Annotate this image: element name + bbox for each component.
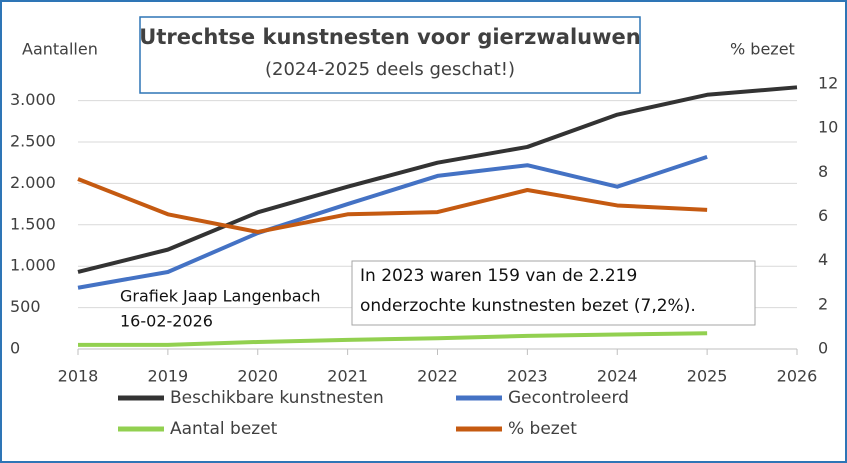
series-line xyxy=(77,177,708,234)
y-tick-label: 2.000 xyxy=(10,173,56,192)
x-tick-label: 2019 xyxy=(148,367,189,386)
y2-tick-label: 4 xyxy=(818,250,828,269)
series-line xyxy=(77,154,708,290)
y2-axis-label: % bezet xyxy=(730,40,795,59)
y-tick-label: 1.500 xyxy=(10,214,56,233)
x-tick-label: 2026 xyxy=(777,367,818,386)
x-tick-label: 2020 xyxy=(237,367,278,386)
legend-label: Beschikbare kunstnesten xyxy=(170,388,384,408)
x-tick-label: 2025 xyxy=(687,367,728,386)
credit: 16-02-2026 xyxy=(120,312,213,331)
annotation: onderzochte kunstnesten bezet (7,2%). xyxy=(360,296,696,316)
title-box xyxy=(139,16,641,94)
chart-subtitle: (2024-2025 deels geschat!) xyxy=(265,59,515,80)
x-tick-label: 2021 xyxy=(327,367,368,386)
series-line xyxy=(77,85,798,274)
x-tick-label: 2018 xyxy=(58,367,99,386)
y2-tick-label: 0 xyxy=(818,339,828,358)
y2-tick-label: 8 xyxy=(818,162,828,181)
annotation-box xyxy=(351,260,756,326)
y-tick-label: 1.000 xyxy=(10,256,56,275)
legend-label: Gecontroleerd xyxy=(508,388,629,408)
y-tick-label: 2.500 xyxy=(10,131,56,150)
annotation: In 2023 waren 159 van de 2.219 xyxy=(360,266,637,286)
chart-title: Utrechtse kunstnesten voor gierzwaluwen xyxy=(139,25,640,49)
series-line xyxy=(78,331,708,347)
y2-tick-label: 2 xyxy=(818,294,828,313)
y-tick-label: 3.000 xyxy=(10,90,56,109)
y-tick-label: 0 xyxy=(10,339,20,358)
legend-label: Aantal bezet xyxy=(170,419,278,439)
y2-tick-label: 6 xyxy=(818,206,828,225)
y2-tick-label: 10 xyxy=(818,118,838,137)
legend-label: % bezet xyxy=(508,419,577,439)
credit: Grafiek Jaap Langenbach xyxy=(120,287,321,306)
x-tick-label: 2024 xyxy=(597,367,638,386)
y-axis-label: Aantallen xyxy=(22,40,98,59)
y-tick-label: 500 xyxy=(10,297,41,316)
x-tick-label: 2022 xyxy=(417,367,458,386)
y2-tick-label: 12 xyxy=(818,74,838,93)
x-tick-label: 2023 xyxy=(507,367,548,386)
